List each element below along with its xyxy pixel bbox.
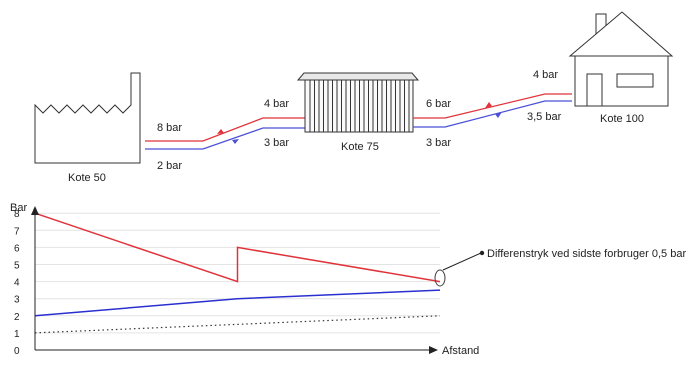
y-tick-label: 8 — [14, 209, 20, 220]
y-tick-label: 7 — [14, 226, 20, 237]
plant-in-supply-pressure: 4 bar — [264, 98, 289, 110]
factory-return-pressure: 2 bar — [157, 160, 182, 172]
y-tick-label: 1 — [14, 329, 20, 340]
series-line-3 — [34, 315, 441, 334]
y-tick-label: 3 — [14, 295, 20, 306]
pressure-chart: 0 1 2 3 4 5 6 7 8 Bar Afstand Differenstryk ved … — [10, 202, 686, 357]
annotation-marker — [434, 269, 446, 287]
series-line-2 — [34, 289, 441, 317]
plant-ribs — [309, 80, 410, 132]
x-axis-label: Afstand — [442, 345, 479, 357]
plant-label: Kote 75 — [341, 141, 379, 153]
house-label: Kote 100 — [600, 113, 644, 125]
y-tick-label: 2 — [14, 312, 20, 323]
differential-annotation: Differenstryk ved sidste forbruger 0,5 b… — [434, 248, 686, 287]
y-tick-label: 4 — [14, 278, 20, 289]
schematic: Kote 50 8 bar 2 bar 4 bar 3 bar Kote 75 — [34, 11, 674, 184]
annotation-text: Differenstryk ved sidste forbruger 0,5 b… — [487, 248, 686, 260]
y-tick-label: 6 — [14, 243, 20, 254]
y-tick-label: 5 — [14, 261, 20, 272]
house-return-pressure: 3,5 bar — [527, 111, 562, 123]
y-tick-label: 0 — [14, 346, 20, 357]
plant-out-supply-pressure: 6 bar — [426, 98, 451, 110]
plant-in-return-pressure: 3 bar — [264, 137, 289, 149]
y-axis-label: Bar — [10, 202, 27, 214]
series-line-1 — [34, 212, 441, 283]
plant-out-return-pressure: 3 bar — [426, 137, 451, 149]
plant-icon — [296, 72, 420, 133]
chart-y-ticks: 0 1 2 3 4 5 6 7 8 — [14, 209, 20, 357]
pipe-return-segment-1 — [145, 127, 305, 150]
x-axis-arrow — [429, 346, 438, 354]
house-icon — [568, 11, 674, 107]
annotation-bullet — [479, 250, 485, 256]
pipe-supply-segment-1 — [145, 117, 305, 142]
factory-supply-pressure: 8 bar — [157, 122, 182, 134]
chart-series — [34, 212, 441, 334]
y-axis-arrow — [31, 206, 39, 215]
pipe-supply-segment-2 — [413, 93, 572, 119]
pipe-return-segment-2 — [413, 100, 572, 128]
house-supply-pressure: 4 bar — [533, 69, 558, 81]
annotation-leader — [442, 252, 482, 271]
factory-label: Kote 50 — [68, 172, 106, 184]
factory-icon — [34, 72, 141, 164]
